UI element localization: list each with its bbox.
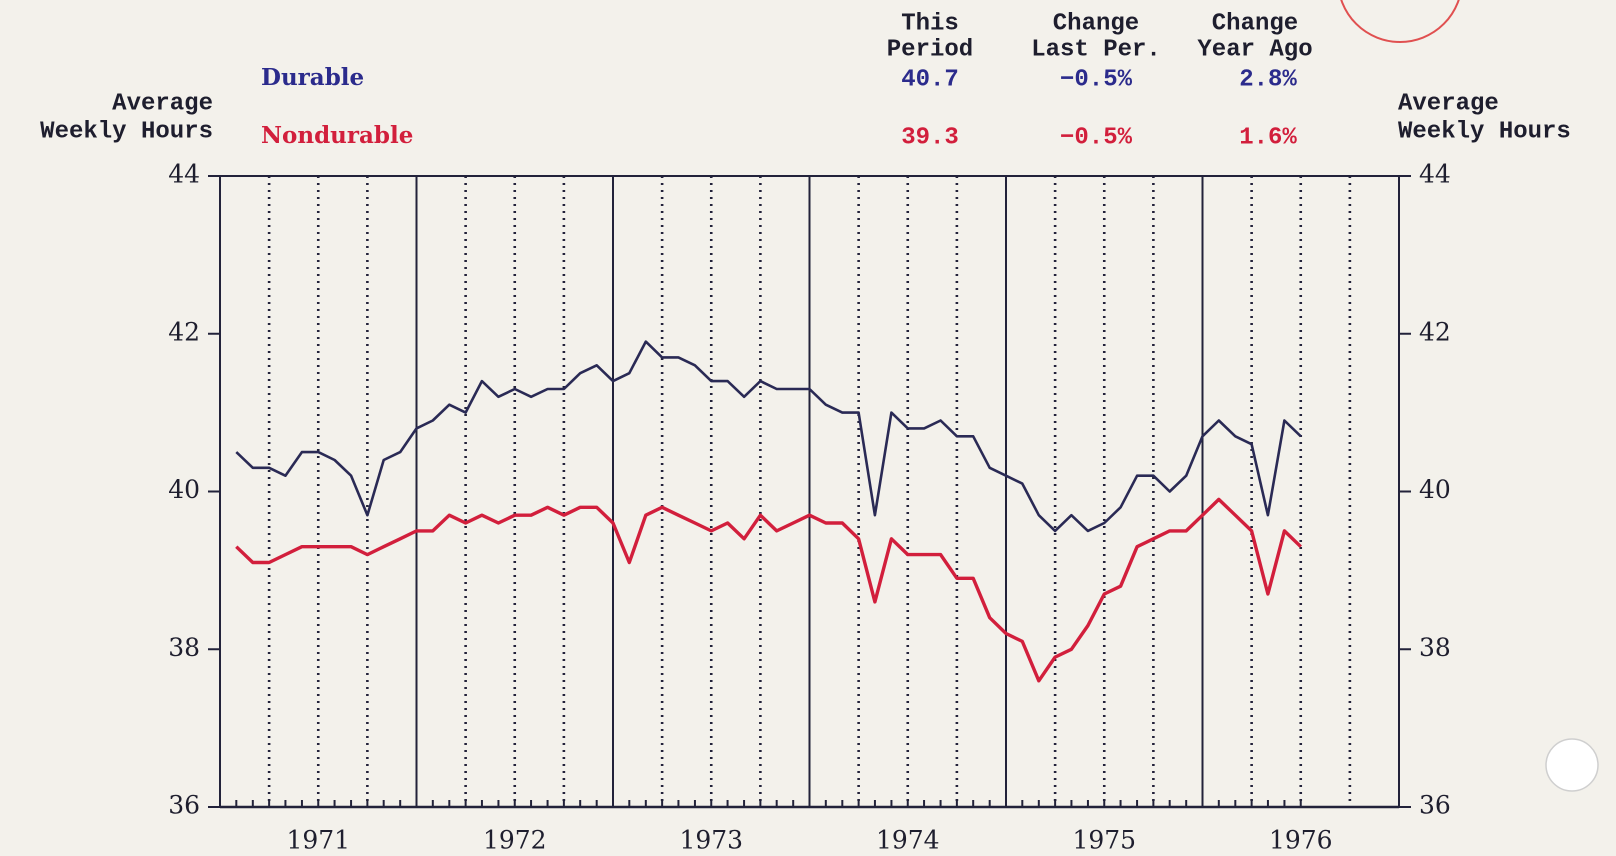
legend-label: Nondurable: [261, 122, 413, 149]
table-value: 1.6%: [1239, 124, 1297, 151]
table-header: Year Ago: [1197, 36, 1312, 63]
y-tick-label: 36: [168, 791, 200, 820]
x-tick-label: 1975: [1072, 826, 1136, 855]
y-axis-label: Weekly Hours: [40, 118, 213, 145]
x-tick-label: 1976: [1269, 826, 1333, 855]
table-value: −0.5%: [1060, 124, 1133, 151]
table-header: Change: [1053, 10, 1139, 37]
y2-tick-label: 38: [1419, 633, 1451, 662]
y-axis-label: Average: [112, 90, 213, 117]
table-value: 39.3: [901, 124, 959, 151]
y2-tick-label: 40: [1419, 475, 1451, 504]
x-tick-label: 1971: [286, 826, 350, 855]
y2-tick-label: 36: [1419, 791, 1451, 820]
table-header: This: [901, 10, 959, 37]
table-value: 40.7: [901, 66, 959, 93]
x-tick-label: 1974: [876, 826, 940, 855]
y2-axis-label: Weekly Hours: [1398, 118, 1571, 145]
y-tick-label: 44: [168, 160, 200, 189]
y-tick-label: 38: [168, 633, 200, 662]
series-line: [235, 497, 1302, 683]
y-tick-label: 40: [168, 475, 200, 504]
y2-tick-label: 42: [1419, 317, 1451, 346]
y-tick-label: 42: [168, 317, 200, 346]
legend-label: Durable: [261, 64, 364, 91]
x-tick-label: 1972: [483, 826, 547, 855]
y2-tick-label: 44: [1419, 160, 1451, 189]
table-header: Change: [1212, 10, 1298, 37]
series-line: [235, 340, 1302, 533]
table-value: −0.5%: [1060, 66, 1133, 93]
punch-hole: [1545, 738, 1599, 792]
table-value: 2.8%: [1239, 66, 1297, 93]
x-tick-label: 1973: [679, 826, 743, 855]
stamp: [1340, 0, 1460, 43]
y2-axis-label: Average: [1398, 90, 1499, 117]
table-header: Period: [887, 36, 973, 63]
table-header: Last Per.: [1031, 36, 1161, 63]
